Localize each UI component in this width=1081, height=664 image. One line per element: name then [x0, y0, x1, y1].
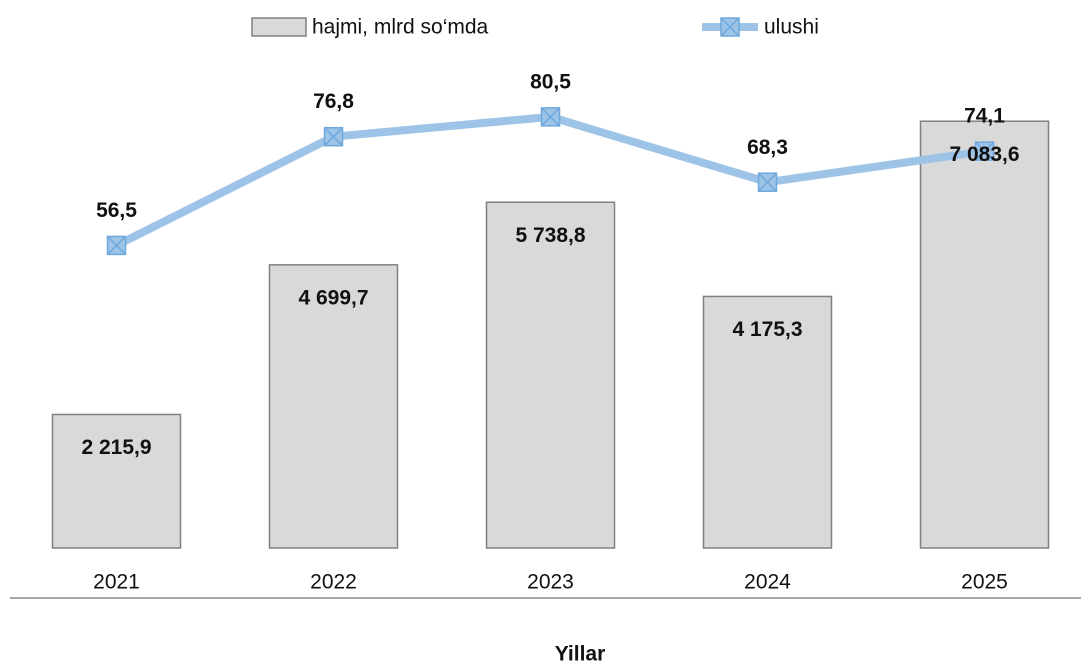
bar — [919, 120, 1050, 549]
line-marker — [540, 107, 561, 127]
x-tick-label: 2022 — [310, 571, 357, 594]
bar — [268, 264, 399, 549]
line-marker — [757, 172, 778, 192]
data-label: 2 215,9 — [81, 436, 151, 459]
data-label: 68,3 — [747, 136, 788, 159]
legend-marker — [720, 17, 740, 37]
marker-part — [720, 17, 740, 37]
data-label: 80,5 — [530, 70, 571, 93]
marker-part — [757, 172, 778, 192]
line-marker — [106, 235, 127, 256]
x-tick-label: 2025 — [961, 571, 1008, 594]
marker-part — [323, 127, 344, 147]
marker-part — [974, 141, 995, 161]
data-label: 4 175,3 — [732, 318, 802, 341]
x-axis-title: Yillar — [555, 643, 606, 664]
bar — [702, 295, 833, 549]
data-label: 74,1 — [964, 105, 1005, 128]
legend-swatch — [251, 17, 307, 37]
line-marker — [323, 126, 344, 147]
x-tick-label: 2023 — [527, 571, 574, 594]
x-tick-label: 2021 — [93, 571, 140, 594]
bar — [485, 201, 616, 549]
bar — [51, 413, 182, 549]
line-marker — [974, 141, 995, 161]
data-label: 4 699,7 — [298, 286, 368, 309]
data-label: 56,5 — [96, 199, 137, 222]
data-label: 76,8 — [313, 90, 354, 113]
data-label: 5 738,8 — [515, 224, 585, 247]
marker-part — [540, 107, 561, 127]
x-tick-label: 2024 — [744, 571, 791, 594]
marker-part — [106, 235, 127, 255]
legend-label: hajmi, mlrd so‘mda — [312, 16, 489, 39]
legend-label: ulushi — [764, 16, 819, 39]
data-label: 7 083,6 — [949, 143, 1019, 166]
